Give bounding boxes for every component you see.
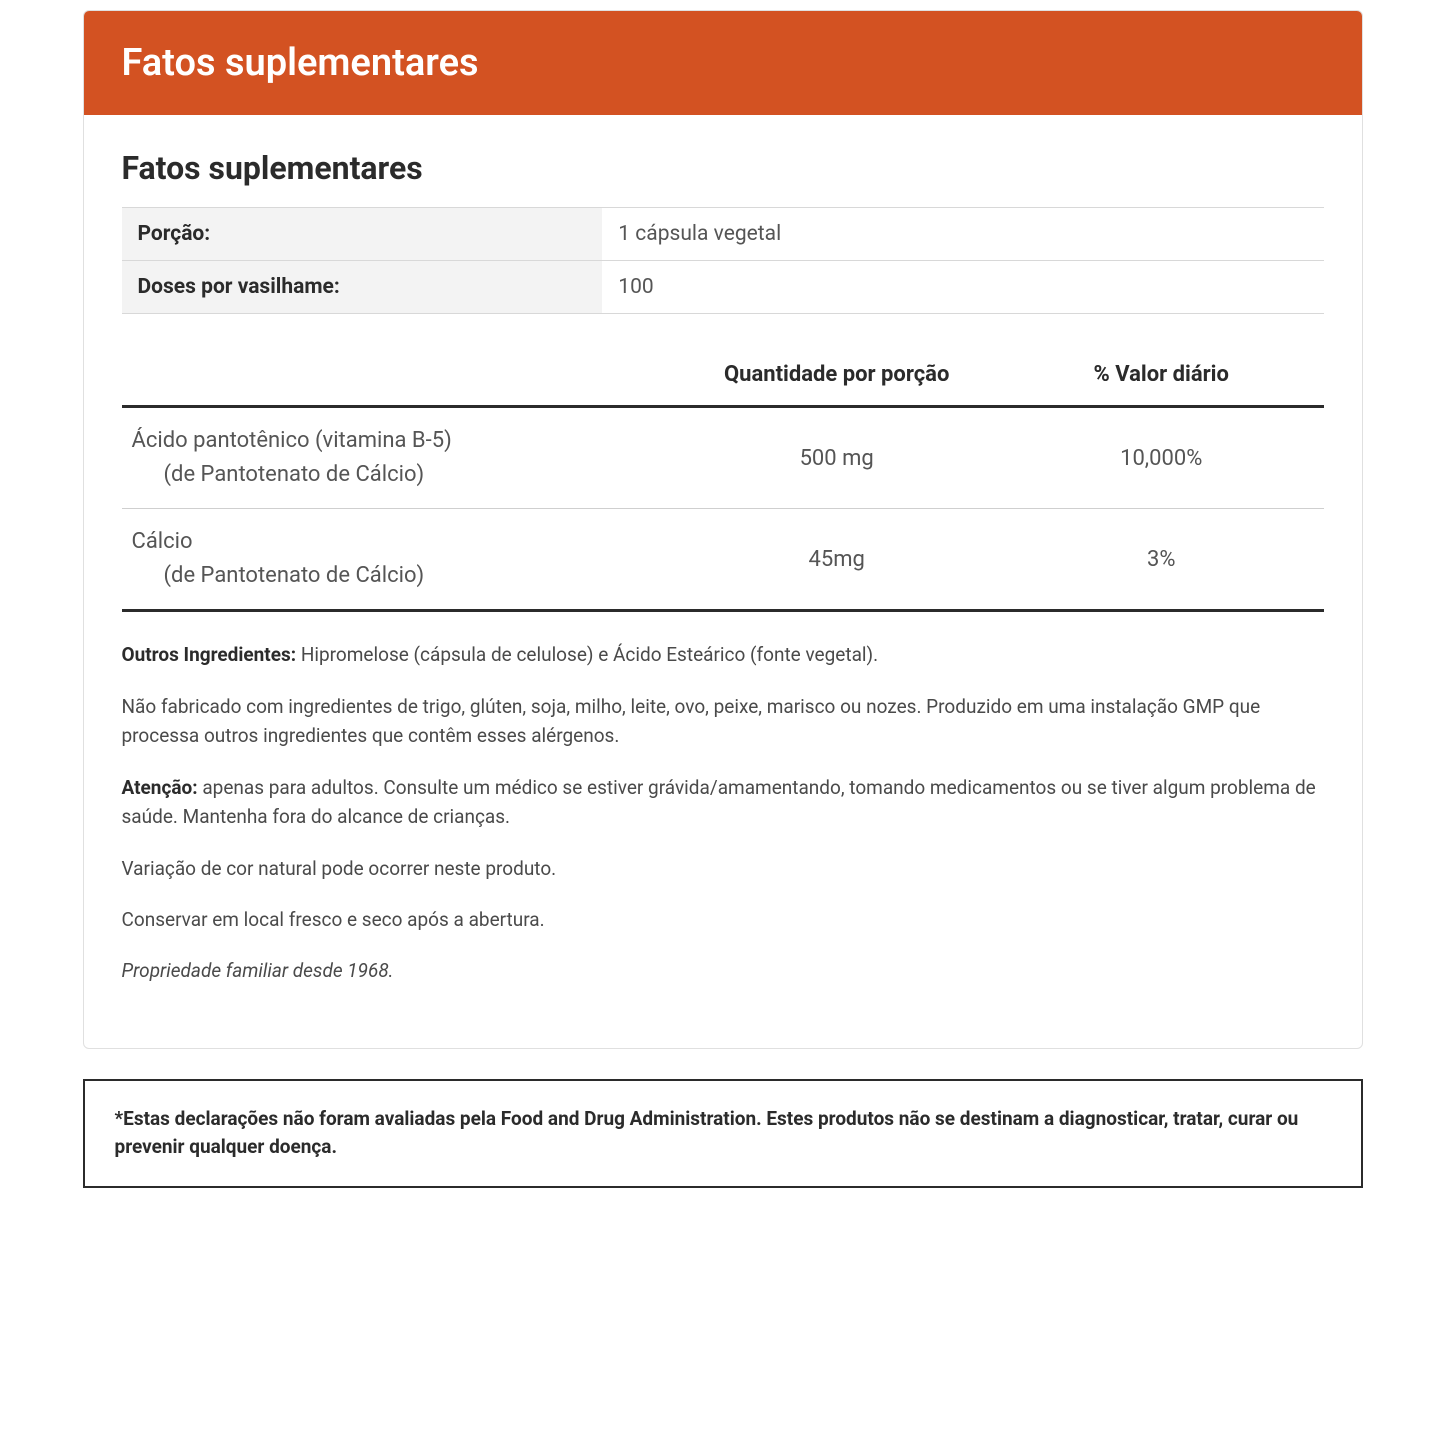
- nutrient-table: Quantidade por porção % Valor diário Áci…: [122, 348, 1324, 612]
- nutrient-sub: (de Pantotenato de Cálcio): [132, 458, 665, 492]
- table-row: Doses por vasilhame: 100: [122, 261, 1324, 314]
- servings-per-value: 100: [602, 261, 1323, 314]
- nutrient-amount: 45mg: [674, 509, 999, 611]
- nutrient-row: Ácido pantotênico (vitamina B-5) (de Pan…: [122, 407, 1324, 509]
- heritage-note: Propriedade familiar desde 1968.: [122, 956, 1324, 985]
- nutrient-name-cell: Ácido pantotênico (vitamina B-5) (de Pan…: [122, 407, 675, 509]
- nutrient-row: Cálcio (de Pantotenato de Cálcio) 45mg 3…: [122, 509, 1324, 611]
- nutrient-name: Cálcio: [132, 529, 193, 554]
- nutrient-dv: 10,000%: [999, 407, 1324, 509]
- other-ing-text: Hipromelose (cápsula de celulose) e Ácid…: [301, 643, 878, 666]
- color-variation-note: Variação de cor natural pode ocorrer nes…: [122, 854, 1324, 883]
- col-header-blank: [122, 348, 675, 407]
- nutrient-amount: 500 mg: [674, 407, 999, 509]
- warning-label: Atenção:: [122, 776, 203, 799]
- nutrient-name: Ácido pantotênico (vitamina B-5): [132, 428, 452, 453]
- nutrient-header-row: Quantidade por porção % Valor diário: [122, 348, 1324, 407]
- serving-value: 1 cápsula vegetal: [602, 208, 1323, 261]
- storage-note: Conservar em local fresco e seco após a …: [122, 905, 1324, 934]
- nutrient-name-cell: Cálcio (de Pantotenato de Cálcio): [122, 509, 675, 611]
- fda-disclaimer: *Estas declarações não foram avaliadas p…: [83, 1079, 1363, 1188]
- other-ingredients-note: Outros Ingredientes: Hipromelose (cápsul…: [122, 640, 1324, 669]
- col-header-amount: Quantidade por porção: [674, 348, 999, 407]
- table-row: Porção: 1 cápsula vegetal: [122, 208, 1324, 261]
- allergen-note: Não fabricado com ingredientes de trigo,…: [122, 692, 1324, 751]
- card-body: Fatos suplementares Porção: 1 cápsula ve…: [84, 115, 1362, 1048]
- nutrient-dv: 3%: [999, 509, 1324, 611]
- section-title: Fatos suplementares: [122, 149, 1324, 187]
- warning-note: Atenção: apenas para adultos. Consulte u…: [122, 773, 1324, 832]
- serving-info-table: Porção: 1 cápsula vegetal Doses por vasi…: [122, 207, 1324, 314]
- col-header-dv: % Valor diário: [999, 348, 1324, 407]
- other-ing-label: Outros Ingredientes:: [122, 643, 301, 666]
- card-header: Fatos suplementares: [84, 11, 1362, 115]
- warning-text: apenas para adultos. Consulte um médico …: [122, 776, 1316, 828]
- supplement-facts-card: Fatos suplementares Fatos suplementares …: [83, 10, 1363, 1049]
- header-title: Fatos suplementares: [122, 41, 479, 85]
- nutrient-sub: (de Pantotenato de Cálcio): [132, 559, 665, 593]
- servings-per-label: Doses por vasilhame:: [122, 261, 603, 314]
- serving-label: Porção:: [122, 208, 603, 261]
- notes-section: Outros Ingredientes: Hipromelose (cápsul…: [122, 640, 1324, 986]
